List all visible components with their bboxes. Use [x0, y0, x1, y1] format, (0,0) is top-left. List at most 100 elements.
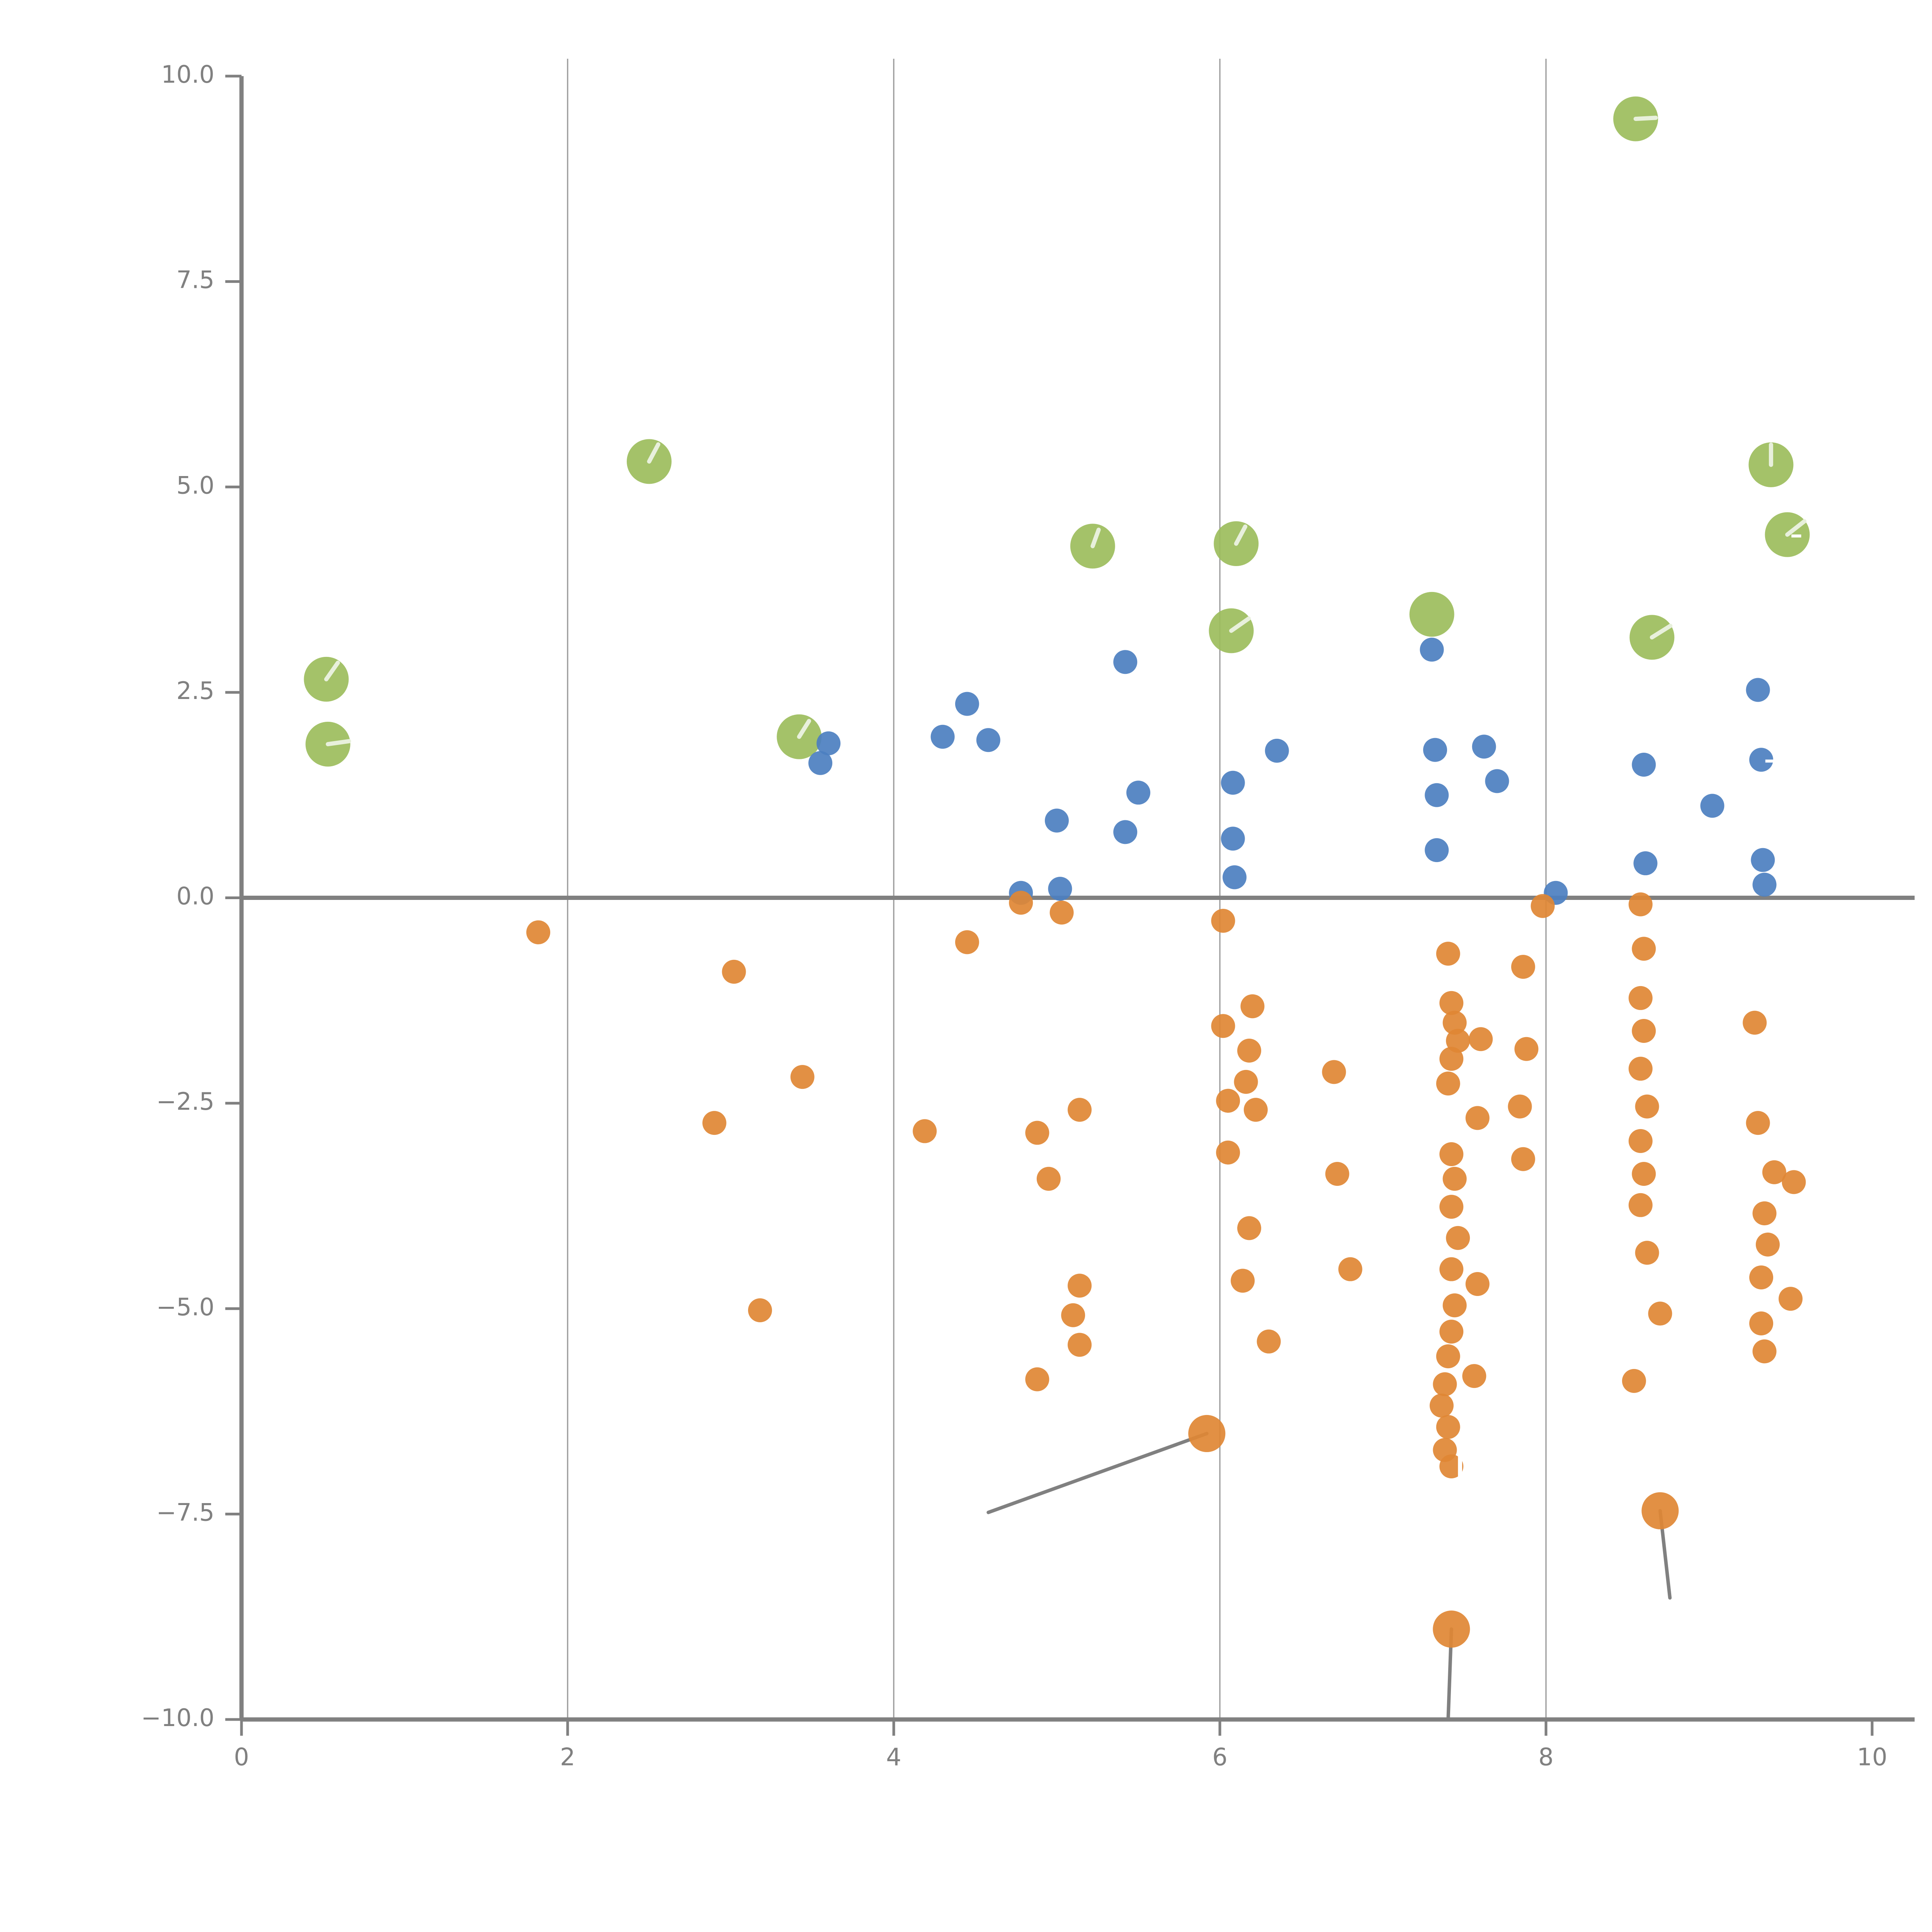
- scatter-point-blue[interactable]: [1751, 848, 1775, 872]
- scatter-point-blue[interactable]: [816, 731, 841, 755]
- scatter-point-orange[interactable]: [1648, 1301, 1672, 1326]
- scatter-point-orange[interactable]: [1257, 1329, 1281, 1354]
- scatter-point-orange[interactable]: [1465, 1106, 1490, 1130]
- scatter-point-orange[interactable]: [748, 1298, 772, 1323]
- scatter-point-orange[interactable]: [1446, 1029, 1470, 1053]
- scatter-point-orange[interactable]: [1628, 1056, 1653, 1081]
- scatter-point-orange[interactable]: [1234, 1070, 1258, 1094]
- scatter-point-orange[interactable]: [1188, 1415, 1226, 1452]
- scatter-point-orange[interactable]: [1237, 1039, 1261, 1063]
- scatter-point-orange[interactable]: [1743, 1010, 1767, 1035]
- scatter-point-orange[interactable]: [1436, 1071, 1460, 1096]
- scatter-point-orange[interactable]: [1752, 1339, 1777, 1364]
- scatter-point-blue[interactable]: [808, 751, 833, 775]
- scatter-point-orange[interactable]: [1240, 994, 1265, 1019]
- scatter-point-orange[interactable]: [1439, 1142, 1464, 1166]
- scatter-point-orange[interactable]: [1025, 1367, 1049, 1391]
- scatter-point-orange[interactable]: [1338, 1257, 1362, 1281]
- scatter-point-blue[interactable]: [1265, 738, 1289, 763]
- scatter-point-orange[interactable]: [1325, 1162, 1349, 1186]
- scatter-point-blue[interactable]: [1221, 827, 1245, 851]
- scatter-point-blue[interactable]: [1749, 748, 1774, 772]
- scatter-point-orange[interactable]: [1462, 1364, 1486, 1388]
- scatter-point-orange[interactable]: [1036, 1167, 1061, 1191]
- scatter-point-blue[interactable]: [1048, 877, 1072, 901]
- scatter-point-orange[interactable]: [1628, 892, 1653, 917]
- scatter-point-blue[interactable]: [1752, 872, 1777, 897]
- scatter-point-orange[interactable]: [526, 920, 551, 944]
- scatter-point-orange[interactable]: [1009, 891, 1033, 915]
- scatter-point-orange[interactable]: [1068, 1098, 1092, 1122]
- scatter-point-orange[interactable]: [1641, 1492, 1679, 1529]
- scatter-point-blue[interactable]: [1420, 638, 1444, 662]
- scatter-point-blue[interactable]: [1485, 769, 1509, 793]
- scatter-point-blue[interactable]: [1700, 794, 1725, 818]
- scatter-point-orange[interactable]: [1439, 1454, 1464, 1479]
- scatter-point-blue[interactable]: [955, 692, 979, 716]
- scatter-point-orange[interactable]: [1746, 1111, 1770, 1135]
- scatter-point-orange[interactable]: [1439, 1257, 1464, 1281]
- scatter-point-blue[interactable]: [1045, 808, 1069, 833]
- scatter-point-blue[interactable]: [1113, 650, 1138, 674]
- scatter-point-orange[interactable]: [1635, 1094, 1659, 1119]
- scatter-point-orange[interactable]: [1237, 1216, 1261, 1240]
- scatter-point-orange[interactable]: [1433, 1611, 1470, 1648]
- scatter-point-orange[interactable]: [1749, 1311, 1774, 1336]
- scatter-point-orange[interactable]: [1442, 1010, 1467, 1035]
- scatter-point-orange[interactable]: [1068, 1333, 1092, 1357]
- scatter-point-orange[interactable]: [1068, 1274, 1092, 1298]
- scatter-point-orange[interactable]: [1628, 1129, 1653, 1153]
- scatter-point-orange[interactable]: [1465, 1272, 1490, 1296]
- scatter-point-orange[interactable]: [1622, 1369, 1646, 1393]
- scatter-point-orange[interactable]: [1628, 986, 1653, 1010]
- scatter-point-orange[interactable]: [1216, 1088, 1240, 1113]
- data-points[interactable]: [304, 96, 1810, 1648]
- scatter-point-orange[interactable]: [1508, 1094, 1532, 1119]
- scatter-point-blue[interactable]: [1113, 820, 1138, 844]
- scatter-point-orange[interactable]: [1439, 991, 1464, 1015]
- scatter-point-blue[interactable]: [1472, 735, 1496, 759]
- scatter-point-orange[interactable]: [1231, 1269, 1255, 1293]
- scatter-point-orange[interactable]: [913, 1119, 937, 1143]
- scatter-point-orange[interactable]: [1632, 1019, 1656, 1043]
- scatter-point-blue[interactable]: [1221, 770, 1245, 795]
- scatter-point-orange[interactable]: [1436, 942, 1460, 966]
- scatter-point-orange[interactable]: [1211, 1014, 1235, 1038]
- scatter-point-blue[interactable]: [1126, 781, 1150, 805]
- scatter-point-orange[interactable]: [1442, 1293, 1467, 1318]
- scatter-point-orange[interactable]: [1762, 1160, 1786, 1184]
- scatter-point-green[interactable]: [1409, 592, 1454, 637]
- scatter-point-blue[interactable]: [1632, 753, 1656, 777]
- scatter-point-orange[interactable]: [1061, 1303, 1085, 1327]
- scatter-point-blue[interactable]: [976, 728, 1000, 752]
- scatter-point-orange[interactable]: [1514, 1037, 1539, 1061]
- scatter-point-orange[interactable]: [1436, 1415, 1460, 1439]
- scatter-point-orange[interactable]: [1049, 900, 1074, 925]
- scatter-point-orange[interactable]: [1782, 1170, 1806, 1194]
- scatter-point-blue[interactable]: [1746, 678, 1770, 702]
- scatter-point-orange[interactable]: [722, 959, 746, 984]
- scatter-point-orange[interactable]: [702, 1111, 726, 1135]
- scatter-point-orange[interactable]: [1429, 1393, 1454, 1418]
- scatter-point-orange[interactable]: [1635, 1241, 1659, 1265]
- scatter-point-blue[interactable]: [1425, 783, 1449, 807]
- scatter-point-orange[interactable]: [1632, 1162, 1656, 1186]
- scatter-point-blue[interactable]: [1423, 738, 1447, 762]
- scatter-point-orange[interactable]: [1433, 1372, 1457, 1396]
- scatter-point-orange[interactable]: [790, 1065, 815, 1089]
- scatter-point-orange[interactable]: [1439, 1195, 1464, 1219]
- scatter-point-orange[interactable]: [1439, 1320, 1464, 1344]
- scatter-point-orange[interactable]: [955, 930, 979, 954]
- scatter-point-orange[interactable]: [1025, 1121, 1049, 1145]
- scatter-point-orange[interactable]: [1442, 1167, 1467, 1191]
- scatter-point-orange[interactable]: [1632, 937, 1656, 961]
- scatter-point-orange[interactable]: [1446, 1226, 1470, 1250]
- scatter-point-orange[interactable]: [1779, 1287, 1803, 1311]
- scatter-point-orange[interactable]: [1322, 1060, 1346, 1084]
- scatter-point-orange[interactable]: [1531, 894, 1555, 918]
- scatter-point-orange[interactable]: [1752, 1201, 1777, 1226]
- scatter-point-blue[interactable]: [1222, 865, 1247, 889]
- scatter-point-orange[interactable]: [1439, 1047, 1464, 1071]
- scatter-point-blue[interactable]: [1425, 838, 1449, 862]
